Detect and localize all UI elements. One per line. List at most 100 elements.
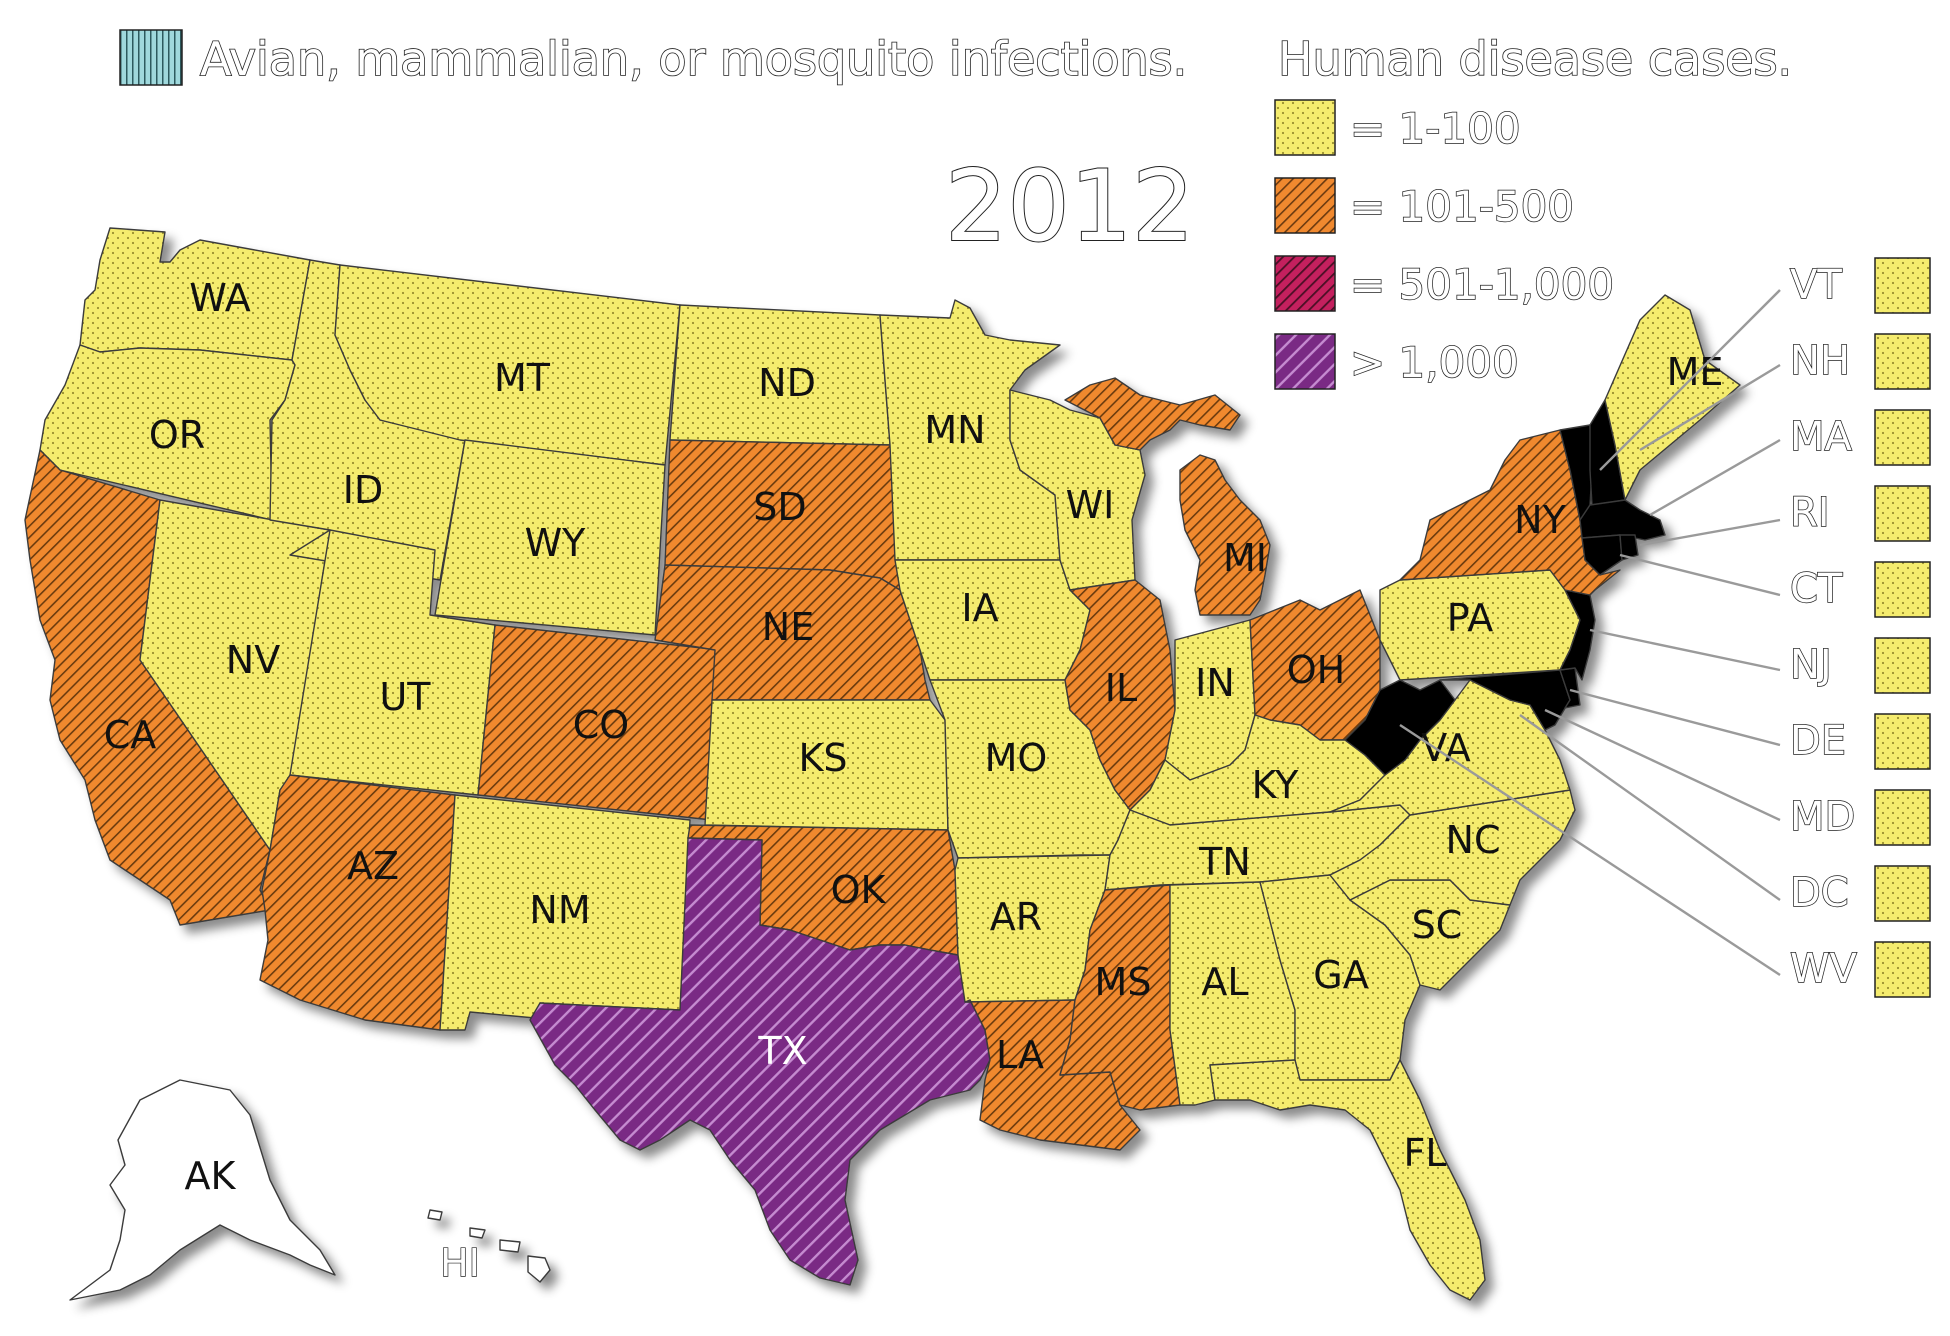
leader-VT <box>1599 289 1781 471</box>
label-ID: ID <box>343 468 383 512</box>
legend-animal-label: Avian, mammalian, or mosquito infections… <box>200 32 1187 86</box>
small-state-callouts: VT NH MA RI CT NJ DE MD DC WV <box>1399 257 1931 998</box>
callout-swatch-nh <box>1874 333 1931 390</box>
label-KS: KS <box>798 736 847 780</box>
state-FL <box>1209 1059 1486 1301</box>
label-CO: CO <box>573 703 629 747</box>
label-SC: SC <box>1412 903 1463 947</box>
label-HI: HI <box>440 1241 480 1285</box>
callout-label-nh: NH <box>1790 338 1850 384</box>
state-WV <box>1344 679 1456 776</box>
callout-label-md: MD <box>1790 794 1855 840</box>
state-OR <box>39 344 296 521</box>
label-MI: MI <box>1223 536 1267 580</box>
leader-CT <box>1619 553 1781 597</box>
legend-label-c4: > 1,000 <box>1350 338 1519 387</box>
callout-label-nj: NJ <box>1790 642 1832 688</box>
label-UT: UT <box>379 675 431 719</box>
label-OR: OR <box>149 413 205 457</box>
label-ND: ND <box>758 361 816 405</box>
state-HI <box>427 1209 551 1283</box>
label-WI: WI <box>1066 483 1115 527</box>
state-MI <box>1064 377 1271 616</box>
legend-swatch-c1 <box>1274 99 1336 156</box>
legend-swatch-animal <box>119 29 183 86</box>
state-TX <box>529 837 991 1286</box>
callout-label-wv: WV <box>1790 946 1858 992</box>
state-AK <box>69 1079 336 1301</box>
legend-label-c1: = 1-100 <box>1350 104 1521 153</box>
legend-swatch-c2 <box>1274 177 1336 234</box>
callout-label-de: DE <box>1790 718 1846 764</box>
label-NV: NV <box>226 638 280 682</box>
leader-MA <box>1649 438 1781 517</box>
callout-swatch-wv <box>1874 941 1931 998</box>
callout-swatch-dc <box>1874 865 1931 922</box>
label-AL: AL <box>1201 960 1248 1004</box>
callout-swatch-ct <box>1874 561 1931 618</box>
state-IL <box>1064 579 1176 811</box>
leader-DC <box>1519 714 1781 901</box>
callout-swatch-md <box>1874 789 1931 846</box>
label-AZ: AZ <box>347 844 399 888</box>
leader-DE <box>1569 688 1781 747</box>
label-AK: AK <box>185 1154 237 1198</box>
label-MT: MT <box>494 356 551 400</box>
label-MO: MO <box>985 736 1048 780</box>
state-NE <box>654 564 931 701</box>
label-TN: TN <box>1198 840 1251 884</box>
leader-RI <box>1639 518 1781 547</box>
label-MS: MS <box>1095 960 1152 1004</box>
label-TX: TX <box>757 1029 807 1073</box>
callout-label-ct: CT <box>1790 566 1843 612</box>
callout-swatch-ma <box>1874 409 1931 466</box>
legend-swatch-c4 <box>1274 333 1336 390</box>
map-year-title: 2012 <box>945 150 1194 264</box>
callout-swatch-ri <box>1874 485 1931 542</box>
label-OH: OH <box>1287 648 1345 692</box>
label-NC: NC <box>1446 818 1501 862</box>
label-WA: WA <box>189 276 251 320</box>
callout-label-ma: MA <box>1790 414 1853 460</box>
label-LA: LA <box>996 1033 1044 1077</box>
state-MT <box>334 264 681 466</box>
state-NJ <box>1559 589 1596 681</box>
legend-swatch-c3 <box>1274 255 1336 312</box>
callout-swatch-vt <box>1874 257 1931 314</box>
callout-label-dc: DC <box>1790 870 1849 916</box>
label-IN: IN <box>1195 661 1235 705</box>
label-NY: NY <box>1514 498 1566 542</box>
label-IA: IA <box>961 586 998 630</box>
label-AR: AR <box>990 895 1042 939</box>
label-OK: OK <box>831 868 887 912</box>
label-KY: KY <box>1252 763 1300 807</box>
leader-WV <box>1399 723 1781 977</box>
state-NC <box>1329 789 1576 906</box>
callout-swatch-nj <box>1874 637 1931 694</box>
label-PA: PA <box>1447 596 1493 640</box>
leader-MD <box>1544 708 1781 822</box>
label-GA: GA <box>1313 953 1368 997</box>
leader-NH <box>1639 363 1781 452</box>
state-CT <box>1581 534 1623 576</box>
label-VA: VA <box>1421 726 1471 770</box>
callout-label-ri: RI <box>1790 490 1830 536</box>
label-IL: IL <box>1105 666 1137 710</box>
label-NM: NM <box>529 888 590 932</box>
state-WI <box>1009 389 1146 591</box>
callout-label-vt: VT <box>1790 262 1842 308</box>
state-MA <box>1579 499 1666 541</box>
leader-NJ <box>1589 628 1781 672</box>
legend-human-heading: Human disease cases. <box>1278 32 1792 86</box>
label-WY: WY <box>525 521 587 565</box>
legend: Avian, mammalian, or mosquito infections… <box>119 29 1793 390</box>
label-MN: MN <box>924 408 985 452</box>
label-CA: CA <box>104 713 157 757</box>
state-AZ <box>259 774 456 1031</box>
label-FL: FL <box>1403 1131 1446 1175</box>
legend-label-c3: = 501-1,000 <box>1350 260 1614 309</box>
callout-swatch-de <box>1874 713 1931 770</box>
state-RI <box>1619 534 1639 561</box>
label-SD: SD <box>753 485 806 529</box>
